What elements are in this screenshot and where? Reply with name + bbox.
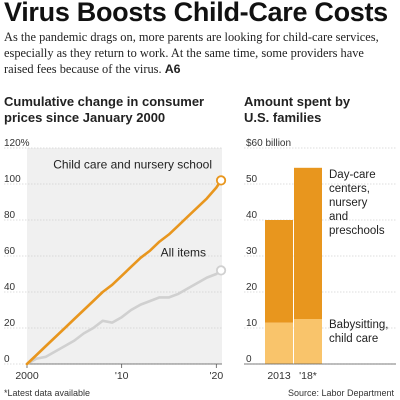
child-care-line xyxy=(25,179,223,366)
bar-category-label: '18* xyxy=(299,370,317,382)
bar-y-tick-label: 50 xyxy=(246,174,258,185)
line-chart-title: Cumulative change in consumer xyxy=(4,94,204,109)
dek-text: As the pandemic drags on, more parents a… xyxy=(4,30,379,76)
line-x-tick-label: '10 xyxy=(115,370,129,382)
dek: As the pandemic drags on, more parents a… xyxy=(4,29,396,77)
babysitting-bar xyxy=(265,322,293,364)
line-y-tick-label: 100 xyxy=(4,174,21,185)
line-y-tick-label: 120% xyxy=(4,138,30,149)
day-care-bar xyxy=(294,167,322,319)
child-care-label: Child care and nursery school xyxy=(53,157,212,171)
all-items-line xyxy=(25,269,223,366)
day-care-label: centers, xyxy=(329,183,370,195)
headline: Virus Boosts Child-Care Costs xyxy=(4,0,388,27)
day-care-label: nursery xyxy=(329,197,368,209)
day-care-label: Day-care xyxy=(329,169,376,181)
bar-y-tick-label: 30 xyxy=(246,246,258,257)
bar-y-tick-label: 20 xyxy=(246,282,258,293)
child-care-end-marker xyxy=(215,175,227,186)
babysitting-label: child care xyxy=(329,333,378,345)
line-y-tick-label: 40 xyxy=(4,282,16,293)
bar-y-tick-label: 10 xyxy=(246,318,258,329)
line-y-tick-label: 0 xyxy=(4,354,10,365)
bar-y-tick-label: 40 xyxy=(246,210,258,221)
source-note: Source: Labor Department xyxy=(287,388,394,398)
day-care-label: preschools xyxy=(329,225,385,237)
all-items-label: All items xyxy=(161,245,206,259)
line-x-tick-label: 2000 xyxy=(15,370,39,382)
bar-chart-title: Amount spent by xyxy=(244,94,351,109)
bar-y-tick-label: $60 billion xyxy=(246,138,291,149)
line-x-tick-label: '20 xyxy=(209,370,223,382)
line-chart-title: prices since January 2000 xyxy=(4,110,165,125)
bar-y-tick-label: 0 xyxy=(246,354,252,365)
day-care-label: and xyxy=(329,211,348,223)
all-items-end-marker xyxy=(215,265,227,276)
line-y-tick-label: 80 xyxy=(4,210,16,221)
bar-chart-title: U.S. families xyxy=(244,110,321,125)
babysitting-bar xyxy=(294,319,322,364)
footnote: *Latest data available xyxy=(4,388,91,398)
dek-page-ref[interactable]: A6 xyxy=(164,62,181,76)
line-y-tick-label: 60 xyxy=(4,246,16,257)
babysitting-label: Babysitting, xyxy=(329,319,388,331)
day-care-bar xyxy=(265,220,293,323)
bar-category-label: 2013 xyxy=(267,370,291,382)
line-y-tick-label: 20 xyxy=(4,318,16,329)
